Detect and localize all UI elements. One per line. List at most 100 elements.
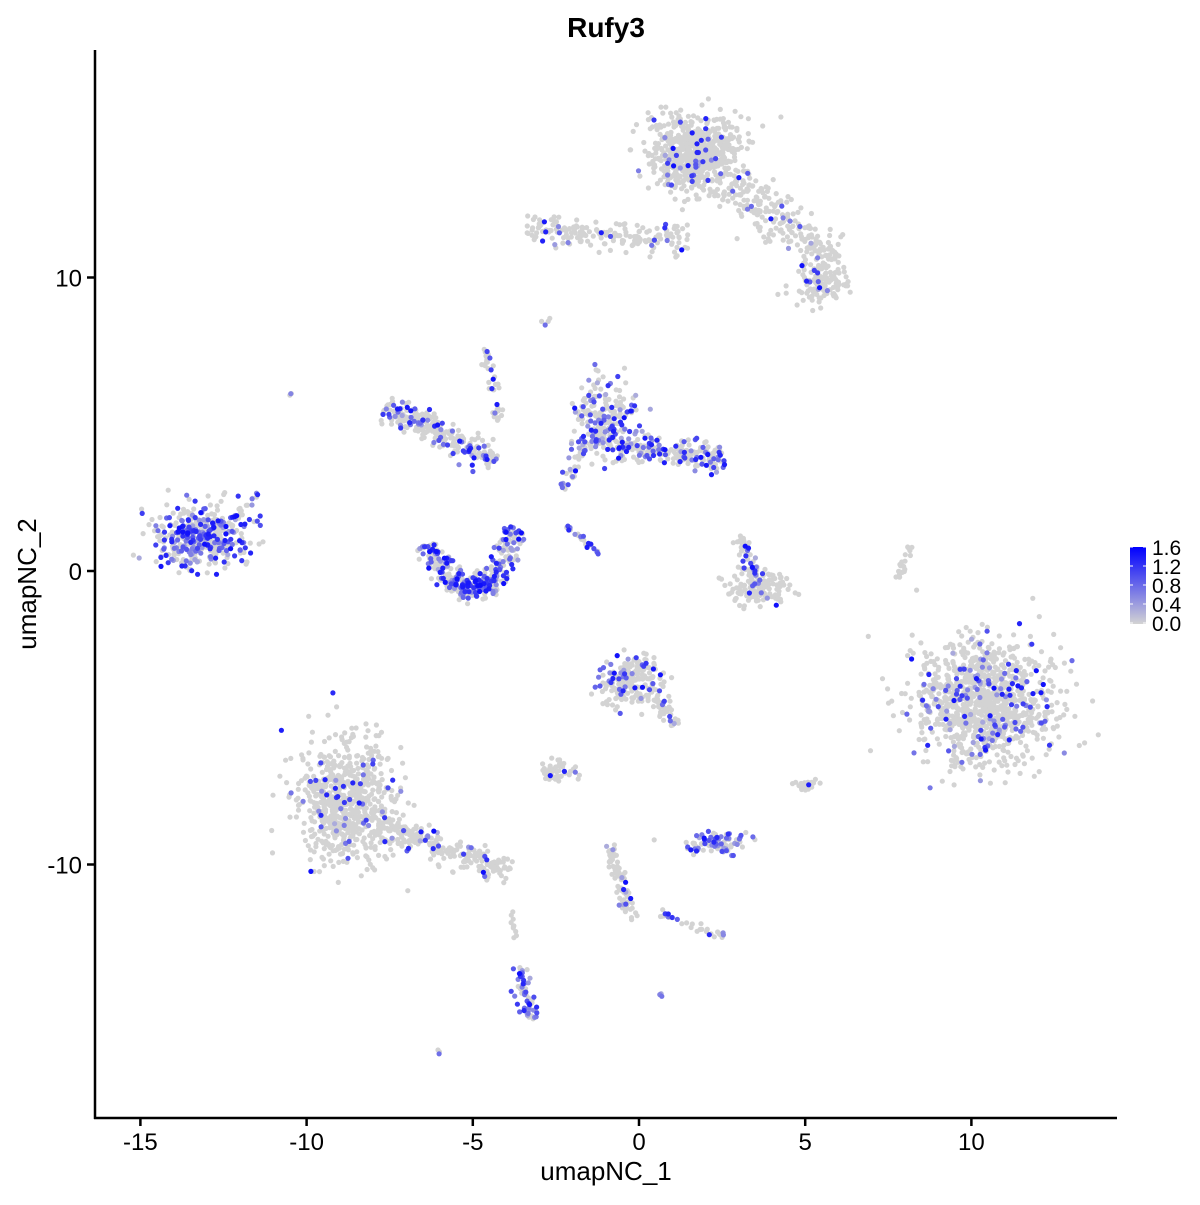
cell-point	[364, 866, 370, 873]
cell-point	[1013, 755, 1020, 761]
cell-point	[960, 766, 966, 772]
cell-point	[311, 810, 317, 816]
cell-point	[1030, 729, 1036, 735]
cell-point	[785, 211, 791, 217]
cell-point	[510, 925, 516, 931]
cell-point-expressing	[986, 665, 993, 671]
cell-point	[989, 641, 995, 647]
cell-point	[919, 730, 925, 736]
cell-point	[545, 318, 551, 324]
cell-point	[773, 225, 779, 231]
cell-point	[606, 396, 612, 402]
cell-point	[972, 707, 978, 714]
cell-point	[139, 506, 145, 512]
cell-point	[1082, 740, 1088, 746]
cell-point	[736, 134, 742, 140]
cell-point-expressing	[656, 447, 662, 453]
cell-point	[1061, 712, 1067, 718]
cell-point	[1051, 726, 1057, 732]
cell-point	[222, 565, 228, 571]
cell-point	[418, 426, 424, 432]
cell-point	[775, 208, 781, 215]
cell-point	[295, 786, 301, 792]
cell-point-expressing	[718, 834, 724, 840]
cell-point-expressing	[438, 427, 444, 433]
cell-point	[371, 796, 377, 803]
cell-point	[342, 730, 348, 736]
cell-point-expressing	[649, 242, 655, 248]
cell-point	[827, 269, 834, 275]
cell-point-expressing	[316, 808, 322, 814]
cell-point	[657, 131, 663, 137]
cell-point	[697, 926, 703, 933]
cell-point	[1001, 705, 1007, 712]
cell-point	[984, 624, 991, 630]
cell-point	[1019, 732, 1026, 739]
cell-point	[676, 234, 682, 240]
cell-point	[783, 290, 789, 296]
cell-point	[755, 597, 761, 603]
cell-point	[206, 561, 212, 567]
cell-point	[1017, 770, 1023, 777]
cell-point	[717, 106, 723, 112]
cell-point	[704, 171, 711, 177]
cell-point-expressing	[207, 554, 214, 560]
cell-point	[646, 670, 653, 676]
cell-point	[399, 834, 405, 840]
cell-point	[992, 655, 999, 661]
cell-point	[766, 586, 772, 592]
cell-point	[513, 553, 519, 559]
cell-point	[561, 235, 567, 241]
cell-point	[1029, 755, 1035, 761]
cell-point	[725, 198, 731, 204]
cell-point-expressing	[815, 255, 821, 261]
cell-point	[996, 633, 1002, 639]
cell-point	[375, 754, 381, 760]
cell-point	[510, 909, 516, 915]
cell-point	[1002, 736, 1008, 742]
cell-point	[300, 757, 306, 763]
cell-point	[332, 732, 339, 738]
cell-point	[1050, 683, 1056, 689]
cell-point	[491, 859, 497, 865]
cell-point	[720, 146, 726, 152]
cell-point	[905, 680, 911, 686]
cell-point	[1011, 632, 1017, 638]
cell-point	[963, 624, 969, 631]
cell-point	[750, 594, 756, 600]
cell-point	[363, 767, 369, 773]
cell-point	[270, 792, 276, 798]
cell-point	[890, 713, 897, 719]
cell-point	[326, 774, 333, 780]
cell-point	[339, 760, 345, 766]
cell-point	[432, 840, 438, 846]
cell-point	[170, 510, 176, 516]
cell-point	[807, 286, 814, 292]
cell-point	[312, 782, 318, 788]
cell-point	[336, 845, 342, 851]
cell-point	[1018, 678, 1024, 684]
cell-point	[960, 749, 967, 755]
cell-point	[749, 183, 755, 189]
cell-point	[586, 229, 593, 235]
cell-point	[737, 533, 744, 539]
cell-point	[938, 710, 945, 716]
cell-point	[308, 739, 314, 745]
cell-point	[717, 141, 723, 147]
cell-point	[326, 735, 332, 741]
cell-point	[943, 733, 949, 740]
cell-point	[1048, 689, 1054, 695]
cell-point-expressing	[198, 550, 204, 556]
cell-point-expressing	[229, 541, 235, 548]
cell-point	[404, 424, 410, 431]
cell-point	[946, 679, 952, 685]
cell-point	[218, 498, 224, 504]
cell-point-expressing	[980, 719, 986, 725]
cell-point	[534, 230, 540, 236]
cell-point	[392, 827, 398, 833]
cell-point-expressing	[930, 686, 936, 692]
cell-point	[495, 381, 501, 387]
cell-point	[328, 843, 334, 849]
cell-point	[702, 165, 708, 171]
cell-point-expressing	[625, 656, 631, 662]
